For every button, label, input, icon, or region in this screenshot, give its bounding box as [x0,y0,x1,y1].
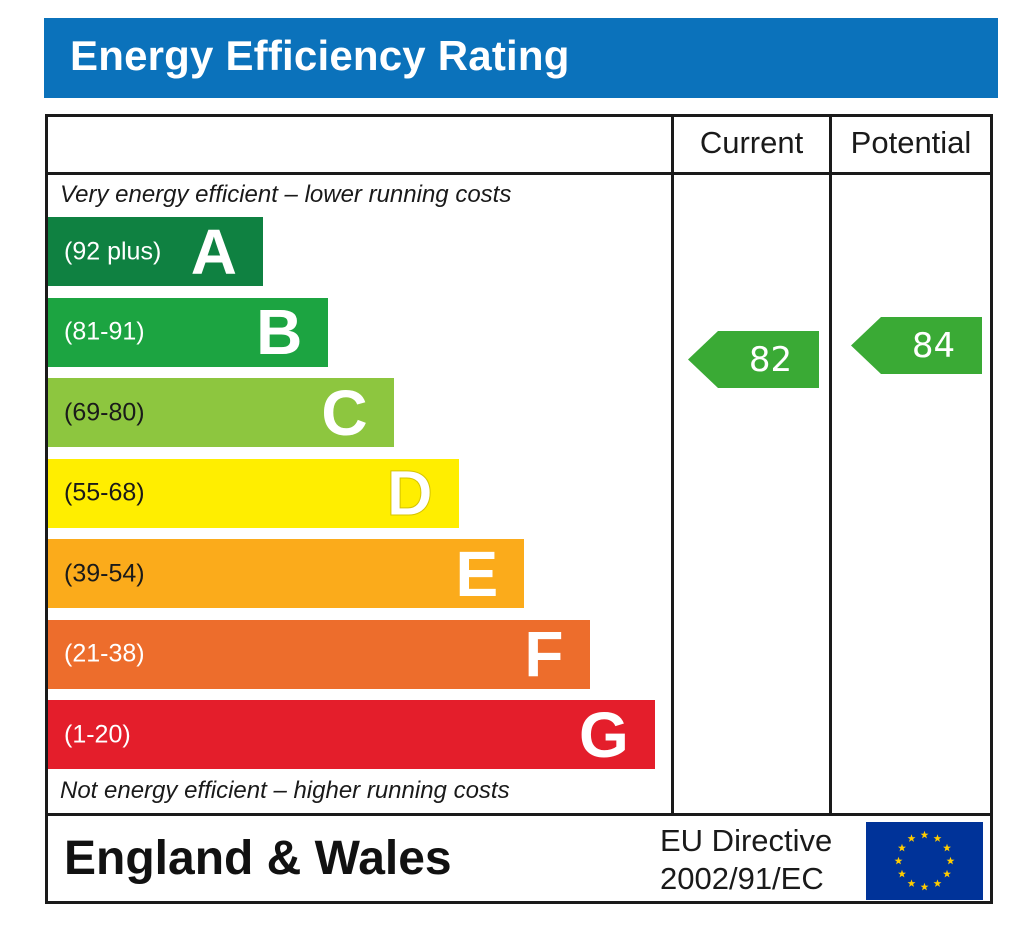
eu-star [907,834,916,842]
band-range-label: (92 plus) [64,237,162,265]
band-e: (39-54) E [48,537,525,610]
band-letter: C [321,376,368,449]
eu-star [920,830,929,839]
band-letter: B [256,296,303,368]
current-rating-arrow-value: 82 [748,339,793,380]
eu-flag-icon [866,822,983,900]
current-rating-arrow: 82 [688,331,819,389]
band-letter: A [190,215,237,288]
potential-column-divider [829,117,832,816]
band-g: (1-20) G [48,700,655,769]
band-range-label: (21-38) [64,639,145,668]
band-range-label: (39-54) [64,559,145,587]
top-caption: Very energy efficient – lower running co… [60,181,512,208]
band-d: (55-68) D [48,457,459,529]
band-range-label: (55-68) [64,478,145,507]
potential-rating-arrow-value: 84 [911,325,956,366]
potential-rating-arrow: 84 [851,317,982,375]
directive-line-1: EU Directive [660,823,833,858]
chart-title: Energy Efficiency Rating [70,32,570,79]
eu-star [920,882,929,891]
header-divider [48,172,990,175]
eu-star [907,879,916,887]
band-letter: F [524,618,564,690]
band-range-label: (1-20) [64,720,131,748]
band-a: (92 plus) A [48,217,263,286]
eu-star [897,843,906,852]
title-banner: Energy Efficiency Rating [44,18,998,98]
band-range-label: (69-80) [64,398,145,426]
directive-line-2: 2002/91/EC [660,861,824,896]
band-letter: E [455,537,499,610]
band-range-label: (81-91) [64,317,145,346]
potential-column-header: Potential [850,125,972,160]
bottom-caption: Not energy efficient – higher running co… [60,777,510,804]
eu-star [894,856,903,865]
eu-star [897,869,906,878]
current-column-divider [671,117,674,816]
eu-star [946,856,955,865]
current-column-header: Current [699,125,804,160]
rating-chart: Current Potential Very energy efficient … [45,114,993,904]
band-c: (69-80) C [48,378,394,447]
eu-star [933,834,942,842]
band-letter: G [579,698,629,771]
eu-star [943,843,952,852]
eu-star [933,879,942,887]
eu-star [943,869,952,878]
band-letter: D [386,457,433,529]
band-f: (21-38) F [48,618,590,690]
region-label: England & Wales [64,832,452,885]
band-b: (81-91) B [48,296,329,368]
footer-divider [48,813,990,816]
